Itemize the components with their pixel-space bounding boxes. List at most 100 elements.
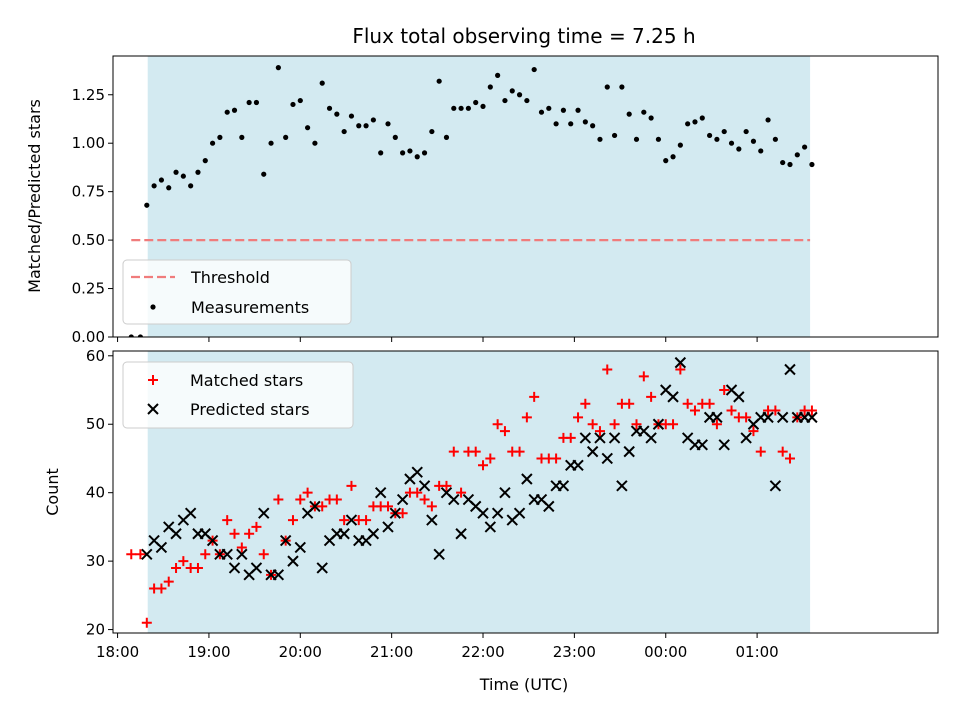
bottom-plus-point xyxy=(719,385,730,396)
bottom-plus-point xyxy=(711,419,722,430)
bottom-x-point xyxy=(477,507,489,519)
top-dot-point xyxy=(509,88,515,94)
bottom-plus-point xyxy=(777,446,788,457)
top-dot-point xyxy=(706,132,713,139)
bottom-x-point xyxy=(374,486,387,499)
legend-threshold-label: Threshold xyxy=(190,268,270,287)
bottom-plus-point xyxy=(470,446,481,457)
bottom-plus-point xyxy=(726,405,737,416)
top-dot-point xyxy=(473,99,479,106)
top-dot-point xyxy=(137,334,144,337)
top-dot-point xyxy=(429,128,435,135)
bottom-plus-point xyxy=(492,419,503,430)
bottom-y-axis-label: Count xyxy=(43,468,62,516)
top-y-tick-label: 1.25 xyxy=(72,86,105,104)
top-dot-point xyxy=(451,105,457,111)
top-y-tick-label: 0.50 xyxy=(72,231,105,249)
top-dot-point xyxy=(421,150,428,156)
top-dot-point xyxy=(356,123,362,129)
top-dot-point xyxy=(385,121,391,127)
bottom-plot-area xyxy=(126,356,818,628)
bottom-x-point xyxy=(433,548,445,560)
bottom-plus-point xyxy=(302,487,313,498)
top-dot-point xyxy=(151,183,157,189)
bottom-plus-point xyxy=(448,446,459,457)
top-dot-point xyxy=(158,177,165,183)
bottom-plus-point xyxy=(244,528,255,539)
top-dot-point xyxy=(195,169,201,175)
bottom-plus-point xyxy=(178,556,189,567)
top-plot-area xyxy=(128,65,815,337)
bottom-x-point xyxy=(272,569,285,581)
bottom-plus-point xyxy=(485,453,496,464)
top-dot-point xyxy=(582,119,588,125)
bottom-plus-point xyxy=(573,412,584,423)
top-dot-point xyxy=(677,142,683,148)
chart-title: Flux total observing time = 7.25 h xyxy=(352,24,695,48)
legend-measurements-swatch xyxy=(150,304,156,310)
top-y-tick-label: 1.00 xyxy=(72,134,105,152)
top-dot-point xyxy=(239,134,245,140)
bottom-plus-point xyxy=(631,419,642,430)
bottom-x-point xyxy=(448,493,460,506)
top-dot-point xyxy=(231,107,238,113)
bottom-plus-point xyxy=(624,398,635,409)
top-dot-point xyxy=(400,150,406,156)
bottom-plus-point xyxy=(704,398,715,409)
top-dot-point xyxy=(305,125,311,131)
bottom-x-point xyxy=(645,432,657,444)
bottom-plus-point xyxy=(236,542,247,553)
top-dot-point xyxy=(341,128,347,135)
top-dot-point xyxy=(611,132,618,139)
bottom-plus-point xyxy=(565,432,576,443)
bottom-x-point xyxy=(601,452,613,465)
top-dot-point xyxy=(516,92,523,98)
legend-measurements-label: Measurements xyxy=(191,298,309,317)
top-dot-point xyxy=(378,150,384,156)
top-y-tick-label: 0.25 xyxy=(72,280,105,298)
top-dot-point xyxy=(794,152,800,158)
bottom-x-point xyxy=(784,363,796,376)
bottom-plus-point xyxy=(229,528,240,539)
bottom-plus-point xyxy=(682,398,693,409)
top-dot-point xyxy=(290,101,296,108)
bottom-plus-point xyxy=(551,453,562,464)
top-dot-point xyxy=(663,158,669,164)
bottom-plus-point xyxy=(638,371,649,382)
top-dot-point xyxy=(166,185,172,191)
top-dot-point xyxy=(268,140,274,146)
top-dot-point xyxy=(319,80,325,86)
top-dot-point xyxy=(188,183,194,189)
top-dot-point xyxy=(655,136,662,142)
bottom-x-point xyxy=(170,528,182,540)
bottom-plus-point xyxy=(222,515,233,526)
bottom-plus-point xyxy=(675,364,686,375)
bottom-plus-point xyxy=(741,412,752,423)
top-dot-point xyxy=(224,109,230,115)
top-dot-point xyxy=(728,140,735,146)
top-dot-point xyxy=(144,202,150,208)
x-tick-label: 01:00 xyxy=(735,643,778,661)
top-dot-point xyxy=(736,146,742,152)
bottom-x-point xyxy=(221,548,233,560)
top-y-axis-label: Matched/Predicted stars xyxy=(25,99,44,293)
bottom-plus-point xyxy=(200,549,211,560)
bottom-plus-point xyxy=(478,460,489,471)
bottom-x-point xyxy=(740,432,752,444)
bottom-x-point xyxy=(389,507,402,519)
bottom-x-point xyxy=(769,480,782,492)
top-dot-point xyxy=(772,136,778,142)
legend-matched-swatch xyxy=(148,375,158,385)
bottom-x-point xyxy=(287,555,299,567)
bottom-plus-point xyxy=(594,426,605,437)
x-tick-label: 00:00 xyxy=(644,643,687,661)
top-dot-point xyxy=(217,134,223,140)
bottom-plus-point xyxy=(346,480,357,491)
bottom-x-point xyxy=(258,507,270,519)
top-dot-point xyxy=(392,134,398,140)
top-dot-point xyxy=(326,105,333,111)
bottom-x-point xyxy=(718,439,730,451)
bottom-plus-point xyxy=(521,412,532,423)
bottom-plus-point xyxy=(339,515,350,526)
bottom-x-point xyxy=(543,500,555,513)
